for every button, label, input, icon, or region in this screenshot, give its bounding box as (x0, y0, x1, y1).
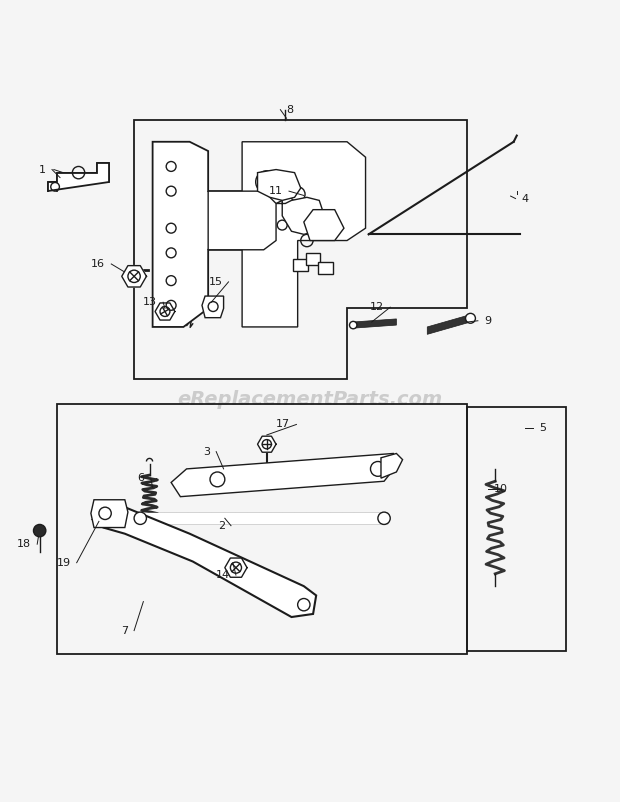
Circle shape (466, 314, 476, 323)
Text: 7: 7 (121, 626, 128, 636)
Polygon shape (208, 191, 276, 249)
Circle shape (33, 525, 46, 537)
Circle shape (350, 322, 357, 329)
Polygon shape (242, 142, 366, 327)
Polygon shape (318, 262, 333, 274)
Text: 10: 10 (494, 484, 508, 494)
Circle shape (378, 512, 390, 525)
Text: 11: 11 (269, 186, 283, 196)
Polygon shape (304, 209, 344, 241)
Text: 15: 15 (208, 277, 223, 287)
Text: 6: 6 (138, 473, 144, 483)
Text: 18: 18 (17, 539, 31, 549)
Text: 9: 9 (484, 316, 491, 326)
Polygon shape (257, 169, 301, 200)
Text: 3: 3 (203, 447, 210, 456)
Polygon shape (155, 303, 175, 320)
Circle shape (134, 512, 146, 525)
Polygon shape (202, 296, 224, 318)
Polygon shape (48, 164, 109, 191)
Text: 4: 4 (521, 193, 529, 204)
Polygon shape (306, 253, 321, 265)
Polygon shape (225, 558, 247, 577)
Text: 19: 19 (56, 557, 71, 568)
Polygon shape (293, 259, 308, 271)
Polygon shape (427, 314, 471, 334)
Text: 5: 5 (539, 423, 547, 432)
Polygon shape (153, 142, 276, 327)
Text: eReplacementParts.com: eReplacementParts.com (177, 390, 443, 409)
Text: 2: 2 (218, 520, 225, 531)
Polygon shape (276, 197, 322, 234)
Polygon shape (257, 436, 276, 452)
Text: 12: 12 (370, 302, 384, 312)
Text: 1: 1 (39, 164, 46, 175)
Text: 8: 8 (286, 105, 294, 115)
Polygon shape (353, 319, 396, 328)
Polygon shape (122, 265, 146, 287)
Text: 16: 16 (91, 259, 105, 269)
Text: 13: 13 (143, 298, 157, 307)
Polygon shape (91, 500, 128, 528)
Text: 14: 14 (216, 570, 230, 580)
Polygon shape (171, 453, 396, 496)
Polygon shape (93, 506, 316, 617)
Circle shape (262, 177, 272, 187)
Polygon shape (381, 453, 402, 478)
Text: 17: 17 (276, 419, 290, 429)
